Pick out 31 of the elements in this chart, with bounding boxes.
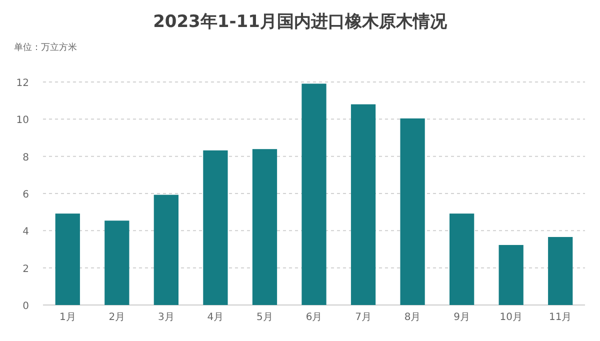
y-tick-label: 12 <box>16 78 29 89</box>
x-tick-label: 9月 <box>454 312 470 323</box>
y-tick-label: 10 <box>16 115 29 126</box>
x-tick-label: 8月 <box>404 312 421 323</box>
bar <box>252 149 278 305</box>
y-tick-label: 0 <box>22 301 29 312</box>
y-tick-label: 2 <box>22 264 29 275</box>
bar <box>104 220 130 305</box>
x-tick-label: 3月 <box>158 312 174 323</box>
bar <box>203 150 228 305</box>
bar <box>548 236 573 305</box>
x-tick-label: 6月 <box>306 312 322 323</box>
bar <box>350 104 376 305</box>
x-tick-label: 7月 <box>355 312 372 323</box>
bar <box>498 244 524 305</box>
chart-title: 2023年1-11月国内进口橡木原木情况 <box>153 12 448 32</box>
bar <box>302 84 326 305</box>
y-tick-label: 8 <box>22 152 29 164</box>
x-tick-label: 10月 <box>500 312 522 323</box>
x-tick-label: 11月 <box>548 312 572 323</box>
x-tick-label: 2月 <box>108 312 126 323</box>
y-tick-label: 6 <box>22 190 29 200</box>
bar <box>154 194 178 305</box>
x-tick-label: 4月 <box>207 312 224 323</box>
bar <box>450 214 474 305</box>
bar <box>400 118 425 305</box>
x-tick-label: 5月 <box>256 312 273 323</box>
y-axis-title: 单位：万立方米 <box>14 42 77 53</box>
bar <box>55 214 80 305</box>
x-tick-label: 1月 <box>59 312 76 323</box>
y-tick-label: 4 <box>22 226 29 238</box>
